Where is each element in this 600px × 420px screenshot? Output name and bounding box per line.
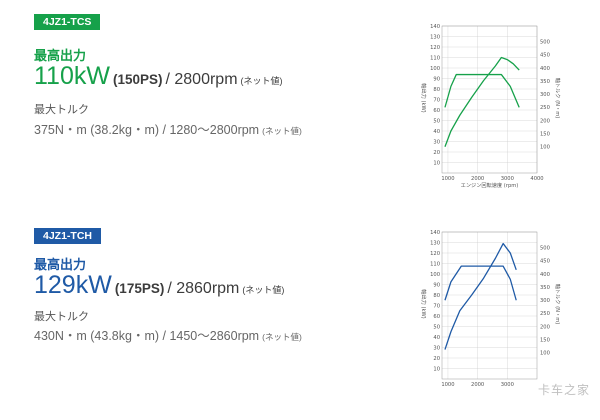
y-right-tick-label: 300 <box>540 92 550 98</box>
y-right-tick-label: 500 <box>540 40 550 46</box>
plot-frame <box>441 25 538 174</box>
y-left-tick-label: 20 <box>433 356 440 362</box>
y-right-tick-label: 350 <box>540 285 550 291</box>
max-torque-line: 430N・m (43.8kg・m) / 1450〜2860rpm (ネット値) <box>34 325 302 344</box>
y-left-axis-label: 軸出力 (kW) <box>420 83 428 112</box>
power-ps: (150PS) <box>112 72 163 87</box>
y-right-tick-label: 300 <box>540 298 550 304</box>
y-left-tick-label: 10 <box>433 366 440 372</box>
y-right-tick-label: 500 <box>540 246 550 252</box>
y-left-tick-label: 110 <box>430 55 440 61</box>
y-left-tick-label: 100 <box>430 272 440 278</box>
y-left-tick-label: 140 <box>430 230 440 236</box>
y-left-tick-label: 30 <box>433 139 440 145</box>
max-power-line: 110kW (150PS)/ 2800rpm (ネット値) <box>34 62 283 91</box>
y-left-tick-label: 90 <box>433 282 440 288</box>
y-left-tick-label: 20 <box>433 150 440 156</box>
power-net-note: (ネット値) <box>240 76 283 86</box>
performance-chart-tch: 10 20 30 40 50 60 70 80 90 100 110 120 130 140 1000 200… <box>420 230 562 388</box>
y-right-tick-label: 400 <box>540 272 550 278</box>
x-axis-label: エンジン回転速度 (rpm) <box>461 181 519 189</box>
y-right-tick-label: 250 <box>540 105 550 111</box>
y-left-tick-label: 40 <box>433 129 440 135</box>
torque-value: 375N・m (38.2kg・m) / 1280〜2800rpm <box>34 123 260 137</box>
x-tick-label: 4000 <box>530 176 543 182</box>
y-right-tick-label: 100 <box>540 351 550 357</box>
y-left-tick-label: 40 <box>433 335 440 341</box>
x-tick-label: 1000 <box>441 176 454 182</box>
power-ps: (175PS) <box>114 281 165 296</box>
torque-net-note: (ネット値) <box>262 126 302 136</box>
y-right-axis-label: 軸トルク (N・m) <box>554 78 562 119</box>
x-tick-label: 3000 <box>501 382 514 388</box>
y-left-tick-label: 10 <box>433 160 440 166</box>
y-right-tick-label: 250 <box>540 311 550 317</box>
y-right-tick-label: 200 <box>540 324 550 330</box>
max-power-line: 129kW (175PS)/ 2860rpm (ネット値) <box>34 271 284 300</box>
y-left-tick-label: 80 <box>433 293 440 299</box>
y-left-tick-label: 60 <box>433 108 440 114</box>
y-right-axis-label: 軸トルク (N・m) <box>554 284 562 325</box>
y-left-tick-label: 120 <box>430 45 440 51</box>
power-rpm: / 2860rpm <box>167 280 240 297</box>
watermark-logo: 卡车之家 <box>537 383 590 397</box>
y-left-tick-label: 130 <box>430 34 440 40</box>
y-left-tick-label: 130 <box>430 240 440 246</box>
y-right-tick-label: 100 <box>540 145 550 151</box>
power-kw: 110kW <box>34 62 110 90</box>
power-curve <box>444 242 517 350</box>
x-tick-label: 1000 <box>441 382 454 388</box>
plot-frame <box>441 231 538 380</box>
torque-value: 430N・m (43.8kg・m) / 1450〜2860rpm <box>34 329 260 343</box>
power-net-note: (ネット値) <box>242 285 285 295</box>
y-left-tick-label: 70 <box>433 97 440 103</box>
x-tick-label: 2000 <box>471 382 484 388</box>
x-tick-label: 2000 <box>471 176 484 182</box>
x-tick-label: 3000 <box>501 176 514 182</box>
y-right-tick-label: 150 <box>540 131 550 137</box>
y-right-tick-label: 450 <box>540 53 550 59</box>
engine-model-badge: 4JZ1-TCH <box>34 228 102 244</box>
y-left-tick-label: 60 <box>433 314 440 320</box>
y-left-tick-label: 70 <box>433 303 440 309</box>
torque-curve <box>444 265 517 301</box>
y-left-tick-label: 30 <box>433 345 440 351</box>
max-power-label: 最高出力 <box>34 49 87 64</box>
max-power-label: 最高出力 <box>34 258 87 273</box>
y-left-tick-label: 90 <box>433 76 440 82</box>
max-torque-label: 最大トルク <box>34 310 89 323</box>
y-right-tick-label: 150 <box>540 337 550 343</box>
torque-curve <box>444 73 520 108</box>
engine-section-tcs: 4JZ1-TCS 最高出力 110kW (150PS)/ 2800rpm (ネット値… <box>0 0 600 200</box>
max-torque-label: 最大トルク <box>34 103 89 116</box>
y-left-tick-label: 120 <box>430 251 440 257</box>
y-left-tick-label: 80 <box>433 87 440 93</box>
power-kw: 129kW <box>34 271 112 299</box>
y-left-tick-label: 50 <box>433 324 440 330</box>
y-right-tick-label: 200 <box>540 118 550 124</box>
y-left-axis-label: 軸出力 (kW) <box>420 289 428 318</box>
y-right-tick-label: 400 <box>540 66 550 72</box>
power-curve <box>444 56 520 147</box>
y-left-tick-label: 110 <box>430 261 440 267</box>
engine-model-badge: 4JZ1-TCS <box>34 14 101 30</box>
y-left-tick-label: 140 <box>430 24 440 30</box>
y-left-tick-label: 50 <box>433 118 440 124</box>
y-right-tick-label: 350 <box>540 79 550 85</box>
performance-chart-tcs: 10 20 30 40 50 60 70 80 90 100 110 120 130 140 1000 200… <box>420 24 562 189</box>
max-torque-line: 375N・m (38.2kg・m) / 1280〜2800rpm (ネット値) <box>34 119 302 138</box>
power-rpm: / 2800rpm <box>165 71 238 88</box>
torque-net-note: (ネット値) <box>262 332 302 342</box>
y-right-tick-label: 450 <box>540 259 550 265</box>
y-left-tick-label: 100 <box>430 66 440 72</box>
engine-section-tch: 4JZ1-TCH 最高出力 129kW (175PS)/ 2860rpm (ネット値… <box>0 220 600 420</box>
